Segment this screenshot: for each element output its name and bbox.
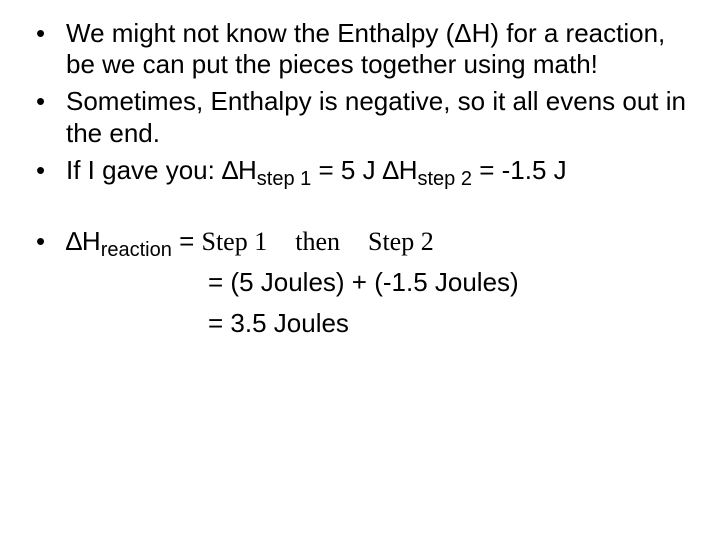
bullet-item-1: We might not know the Enthalpy (ΔH) for …: [28, 18, 692, 80]
bullet-3-mid1: = 5 J ∆H: [311, 155, 417, 185]
bullet-2-text: Sometimes, Enthalpy is negative, so it a…: [66, 86, 686, 147]
bullet-4-then: then: [295, 227, 340, 256]
equation-line-2: = 3.5 Joules: [28, 308, 692, 339]
bullet-1-text: We might not know the Enthalpy (ΔH) for …: [66, 18, 665, 79]
eq-line-1-text: = (5 Joules) + (-1.5 Joules): [208, 267, 519, 297]
bullet-list: We might not know the Enthalpy (ΔH) for …: [28, 18, 692, 257]
bullet-3-pre: If I gave you: ∆H: [66, 155, 257, 185]
bullet-item-2: Sometimes, Enthalpy is negative, so it a…: [28, 86, 692, 148]
equation-line-1: = (5 Joules) + (-1.5 Joules): [28, 267, 692, 298]
bullet-3-sub1: step 1: [257, 168, 311, 190]
bullet-item-4: ∆Hreaction = Step 1thenStep 2: [28, 226, 692, 257]
bullet-4-step1: Step 1: [201, 227, 267, 256]
slide: We might not know the Enthalpy (ΔH) for …: [0, 0, 720, 358]
bullet-4-pre: ∆H: [66, 226, 101, 256]
bullet-4-sub: reaction: [101, 239, 172, 261]
bullet-item-3: If I gave you: ∆Hstep 1 = 5 J ∆Hstep 2 =…: [28, 155, 692, 186]
bullet-3-sub2: step 2: [418, 168, 472, 190]
spacer: [28, 192, 692, 226]
bullet-4-step2: Step 2: [368, 227, 434, 256]
bullet-3-mid2: = -1.5 J: [472, 155, 567, 185]
eq-line-2-text: = 3.5 Joules: [208, 308, 349, 338]
bullet-4-eq: =: [172, 226, 202, 256]
